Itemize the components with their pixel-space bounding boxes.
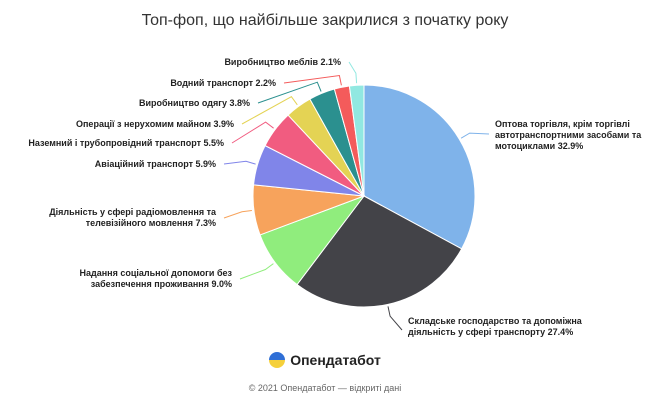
label-connector	[241, 96, 298, 125]
label-connector	[231, 121, 274, 144]
pie-slice[interactable]	[363, 84, 476, 250]
label-connector	[387, 306, 403, 331]
label-connector	[283, 74, 342, 86]
data-label: Оптова торгівля, крім торгівлі автотрансп…	[495, 119, 642, 151]
data-label: Складське господарство та допоміжна діяль…	[408, 316, 583, 337]
data-label: Водний транспорт 2.2%	[170, 78, 276, 88]
label-connector	[223, 210, 252, 219]
brand-name: Опендатабот	[290, 352, 381, 368]
data-label: Виробництво одягу 3.8%	[139, 98, 250, 108]
data-label: Виробництво меблів 2.1%	[224, 57, 341, 67]
brand-logo: Опендатабот	[0, 352, 650, 368]
data-label: Діяльність у сфері радіомовлення та телев…	[49, 207, 217, 228]
data-label: Авіаційний транспорт 5.9%	[95, 159, 216, 169]
opendatabot-logo-icon	[269, 352, 286, 368]
label-connector	[223, 160, 256, 165]
label-connector	[348, 61, 358, 84]
chart-title: Топ-фоп, що найбільше закрилися з початк…	[141, 12, 509, 29]
label-connector	[460, 132, 490, 139]
data-label: Операції з нерухомим майном 3.9%	[76, 119, 234, 129]
data-label: Наземний і трубопровідний транспорт 5.5%	[28, 138, 224, 148]
pie-slice[interactable]	[296, 195, 463, 308]
label-connector	[257, 81, 322, 104]
copyright-text: © 2021 Опендатабот — відкриті дані	[248, 383, 402, 393]
pie-slice[interactable]	[348, 84, 365, 197]
label-connector	[239, 263, 274, 280]
data-label: Надання соціальної допомоги без забезпече…	[80, 268, 233, 289]
